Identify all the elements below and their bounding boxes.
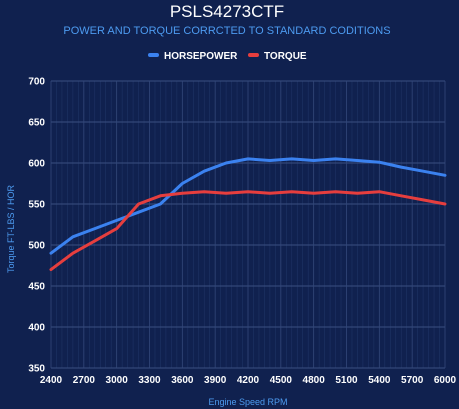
x-tick-label: 4800 [303, 375, 326, 386]
x-axis-label: Engine Speed RPM [208, 397, 287, 407]
x-tick-label: 5100 [335, 375, 358, 386]
grid-minor [56, 81, 440, 368]
chart-subtitle: POWER AND TORQUE CORRCTED TO STANDARD CO… [63, 25, 390, 37]
chart-legend: HORSEPOWER TORQUE [148, 51, 307, 62]
x-tick-label: 4200 [237, 375, 260, 386]
y-tick-label: 650 [28, 118, 45, 129]
x-tick-label: 2400 [40, 375, 63, 386]
y-tick-label: 350 [28, 364, 45, 375]
series-layer [49, 157, 447, 272]
grid-major [50, 80, 446, 369]
x-tick-label: 5400 [368, 375, 391, 386]
y-axis-label: Torque FT-LBS / HOR [6, 184, 16, 273]
legend-swatch-horsepower [148, 53, 159, 57]
plot-area [49, 80, 447, 369]
series-line-horsepower [49, 157, 447, 255]
y-tick-label: 400 [28, 323, 45, 334]
x-tick-label: 2700 [73, 375, 96, 386]
x-tick-label: 3000 [106, 375, 129, 386]
y-tick-label: 450 [28, 282, 45, 293]
y-tick-label: 700 [28, 77, 45, 88]
series-line-torque [49, 190, 447, 272]
legend-swatch-torque [248, 53, 259, 57]
y-tick-label: 600 [28, 159, 45, 170]
x-tick-label: 5700 [401, 375, 424, 386]
y-tick-label: 500 [28, 241, 45, 252]
chart-title: PSLS4273CTF [170, 2, 284, 21]
y-axis-ticks: 350 400 450 500 550 600 650 700 [28, 77, 45, 375]
y-tick-label: 550 [28, 200, 45, 211]
legend-label-horsepower: HORSEPOWER [164, 51, 238, 62]
x-tick-label: 3300 [138, 375, 161, 386]
x-tick-label: 6000 [434, 375, 457, 386]
x-tick-label: 3900 [204, 375, 227, 386]
legend-label-torque: TORQUE [264, 51, 307, 62]
x-tick-label: 3600 [171, 375, 194, 386]
x-axis-ticks: 2400 2700 3000 3300 3600 3900 4200 4500 4800 5100… [40, 375, 457, 386]
x-tick-label: 4500 [270, 375, 293, 386]
